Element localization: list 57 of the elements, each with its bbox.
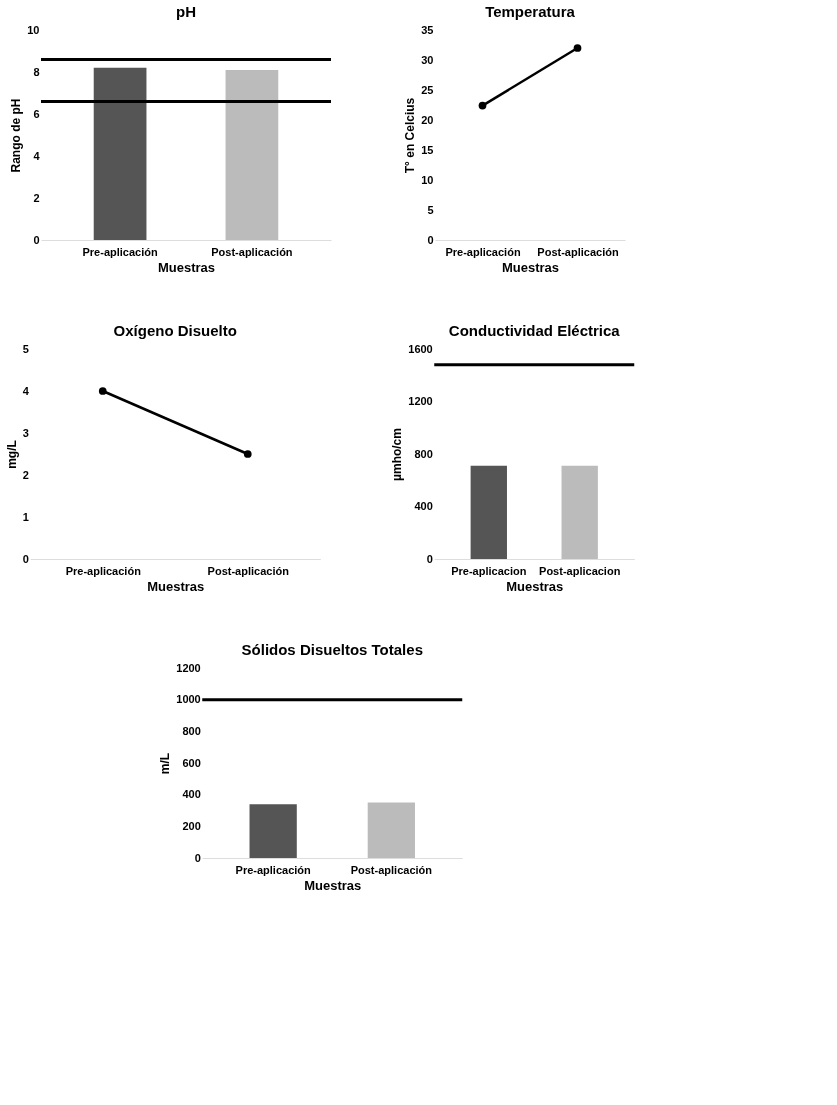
y-tick-label: 10 (27, 23, 40, 36)
y-tick-label: 0 (33, 233, 40, 246)
y-tick-label: 1200 (176, 661, 201, 674)
y-tick-label: 400 (414, 500, 433, 512)
y-tick-label: 1000 (176, 693, 201, 706)
x-tick-label: Pre-aplicación (82, 245, 158, 258)
x-axis-title: Muestras (501, 259, 560, 275)
y-tick-label: 4 (22, 384, 30, 397)
x-axis-title: Muestras (147, 578, 205, 594)
y-tick-label: 3 (22, 426, 29, 439)
y-tick-label: 200 (182, 819, 201, 832)
y-axis-title: m/L (158, 752, 173, 775)
x-tick-label: Pre-aplicación (235, 863, 312, 876)
y-tick-label: 2 (22, 468, 29, 481)
y-tick-label: 1 (22, 510, 29, 523)
x-tick-label: Post-aplicación (537, 245, 619, 258)
y-tick-label: 6 (33, 107, 40, 120)
y-tick-label: 2 (33, 191, 40, 204)
y-tick-label: 5 (22, 342, 29, 355)
y-axis-title: µmho/cm (390, 428, 405, 481)
x-tick-label: Post-aplicación (207, 564, 290, 577)
y-axis-title: mg/L (4, 440, 19, 469)
y-tick-label: 5 (427, 203, 434, 216)
x-tick-label: Post-aplicación (350, 863, 433, 876)
y-tick-label: 20 (421, 113, 434, 126)
x-tick-label: Post-aplicación (211, 245, 293, 258)
y-tick-label: 1200 (408, 395, 433, 407)
y-tick-label: 30 (421, 53, 434, 66)
chart-title: Sólidos Disueltos Totales (241, 641, 423, 658)
y-tick-label: 4 (33, 149, 41, 162)
chart-title: Conductividad Eléctrica (448, 322, 621, 339)
x-axis-title: Muestras (157, 259, 216, 275)
x-axis-title: Muestras (506, 578, 564, 594)
y-tick-label: 1600 (408, 342, 433, 355)
y-tick-label: 10 (421, 173, 434, 186)
y-tick-label: 35 (421, 23, 434, 36)
x-tick-label: Pre-aplicación (445, 245, 521, 258)
y-tick-label: 25 (421, 83, 434, 96)
y-axis-title: Rango de pH (9, 98, 24, 173)
y-tick-label: 0 (22, 552, 29, 565)
x-tick-label: Pre-aplicacion (451, 564, 527, 577)
y-axis-title: T° en Celcius (403, 97, 418, 174)
chart-title: pH (176, 3, 196, 20)
y-tick-label: 800 (182, 724, 201, 737)
y-tick-label: 15 (421, 143, 434, 156)
x-tick-label: Pre-aplicación (65, 564, 142, 577)
y-tick-label: 0 (426, 552, 433, 565)
y-tick-label: 800 (414, 447, 433, 460)
x-tick-label: Post-aplicacion (539, 564, 621, 577)
y-tick-label: 400 (182, 788, 201, 801)
chart-title: Oxígeno Disuelto (113, 322, 237, 339)
x-axis-title: Muestras (304, 877, 362, 893)
y-tick-label: 600 (182, 756, 201, 769)
y-tick-label: 0 (194, 851, 201, 864)
y-tick-label: 0 (427, 233, 434, 246)
y-tick-label: 8 (33, 65, 40, 78)
chart-title: Temperatura (485, 3, 576, 20)
